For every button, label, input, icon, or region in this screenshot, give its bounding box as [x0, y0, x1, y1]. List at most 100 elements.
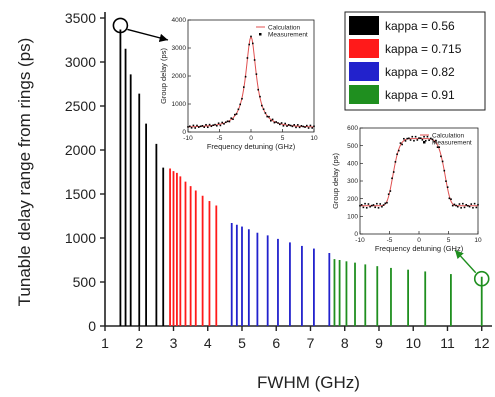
x-tick-label: 11 [440, 335, 455, 351]
inset-x-tick-label: 5 [281, 135, 285, 142]
inset-measurement-point [409, 139, 412, 141]
inset-measurement-point [367, 203, 370, 205]
inset-x-tick-label: 10 [310, 135, 318, 142]
inset-measurement-point [210, 125, 213, 128]
x-tick-label: 3 [170, 335, 178, 351]
inset-measurement-point [234, 113, 236, 116]
inset-measurement-point [217, 122, 220, 125]
x-tick-label: 10 [405, 335, 421, 351]
y-tick-label: 2000 [65, 142, 96, 158]
inset-y-tick-label: 2000 [172, 73, 187, 80]
inset-y-tick-label: 300 [347, 178, 358, 185]
inset-measurement-point [379, 203, 382, 205]
inset-measurement-point [223, 123, 225, 125]
highlight-markers [112, 17, 490, 287]
inset-measurement-point [309, 124, 312, 127]
inset-measurement-point [268, 115, 270, 118]
inset-measurement-point [465, 204, 467, 206]
inset-measurement-point [475, 206, 478, 209]
inset-measurement-point [441, 160, 444, 163]
x-axis-label: FWHM (GHz) [257, 373, 360, 392]
inset-y-tick-label: 200 [347, 196, 358, 203]
inset-measurement-point [266, 115, 268, 118]
x-tick-label: 6 [272, 335, 280, 351]
inset-measurement-point [291, 125, 294, 128]
inset-measurement-point [443, 169, 446, 172]
inset-measurement-point [372, 204, 375, 206]
legend: kappa = 0.56 kappa = 0.715 kappa = 0.82 kap… [344, 11, 486, 111]
inset-measurement-point [359, 204, 361, 207]
inset-measurement-point [270, 119, 272, 122]
inset-measurement-point [440, 155, 442, 158]
inset-measurement-point [381, 205, 383, 208]
inset-measurement-point [302, 125, 304, 128]
inset-measurement-point [364, 202, 366, 205]
inset-measurement-point [414, 135, 417, 138]
inset-legend-label: Measurement [432, 140, 472, 147]
inset-measurement-point [259, 95, 261, 98]
inset-measurement-point [311, 127, 313, 129]
inset-measurement-point [413, 139, 415, 142]
legend-label: kappa = 0.56 [385, 19, 455, 33]
inset-measurement-point [228, 120, 231, 123]
y-tick-label: 2500 [65, 98, 96, 114]
inset-measurement-point [214, 123, 216, 126]
inset-measurement-point [384, 202, 387, 205]
inset-measurement-point [194, 127, 196, 129]
inset-measurement-point [219, 124, 222, 127]
inset-measurement-point [369, 205, 371, 208]
inset-legend-marker [423, 141, 426, 144]
inset-measurement-point [458, 203, 461, 205]
pointer-arrow-green [454, 249, 477, 274]
inset-measurement-point [239, 103, 241, 106]
inset-measurement-point [199, 125, 202, 128]
inset-measurement-point [456, 205, 459, 208]
inset-measurement-point [198, 126, 200, 128]
legend-label: kappa = 0.82 [385, 65, 455, 79]
inset-x-tick-label: -5 [217, 135, 223, 142]
inset-measurement-point [253, 59, 256, 61]
inset-measurement-point [201, 124, 204, 127]
inset-frame [359, 127, 479, 235]
inset-x-label: Frequency detuning (GHz) [207, 142, 296, 151]
inset-measurement-point [190, 127, 193, 129]
inset-measurement-point [203, 126, 205, 128]
highlight-circle-green [473, 270, 490, 287]
inset-measurement-point [453, 203, 456, 206]
inset-measurement-point [295, 126, 297, 129]
x-tick-label: 4 [204, 335, 212, 351]
inset-measurement-point [280, 122, 283, 124]
inset-measurement-point [455, 204, 457, 207]
x-tick-label: 8 [341, 335, 349, 351]
x-tick-label: 9 [375, 335, 383, 351]
inset-legend-label: Calculation [268, 25, 301, 32]
inset-measurement-point [275, 121, 277, 123]
inset-measurement-point [397, 149, 400, 152]
inset-measurement-point [463, 206, 466, 209]
inset-measurement-point [430, 137, 432, 140]
inset-measurement-point [371, 204, 373, 207]
inset-measurement-point [246, 57, 249, 59]
inset-x-tick-label: 0 [417, 237, 421, 244]
inset-measurement-point [225, 121, 227, 124]
legend-swatch [349, 85, 379, 104]
inset-measurement-point [460, 207, 462, 209]
inset-measurement-point [435, 139, 437, 142]
inset-measurement-point [313, 125, 315, 128]
inset-measurement-point [387, 193, 390, 196]
inset-measurement-point [286, 125, 288, 127]
inset-measurement-point [394, 161, 397, 163]
legend-swatch [349, 16, 379, 35]
inset-measurement-point [470, 203, 473, 205]
inset-y-label: Group delay (ps) [331, 153, 340, 209]
x-tick-label: 12 [474, 335, 490, 351]
inset-measurement-point [298, 126, 301, 129]
inset-y-tick-label: 0 [182, 129, 186, 136]
inset-measurement-point [237, 108, 240, 111]
inset-measurement-point [389, 190, 392, 192]
inset-measurement-point [416, 139, 419, 141]
inset-measurement-point [192, 124, 195, 127]
legend-label: kappa = 0.715 [385, 42, 462, 56]
